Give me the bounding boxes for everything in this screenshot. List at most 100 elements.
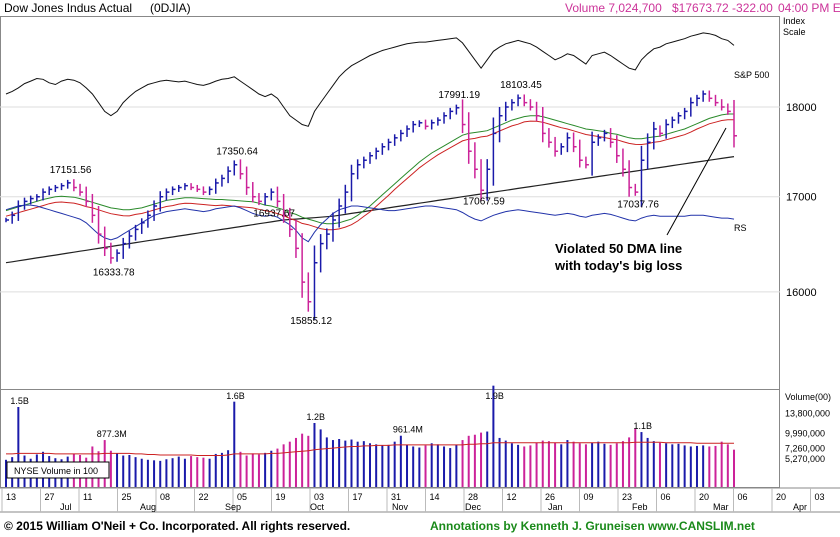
price-bar bbox=[122, 237, 127, 259]
price-bar bbox=[603, 129, 608, 142]
price-bar bbox=[665, 119, 670, 139]
price-bar bbox=[480, 159, 485, 201]
price-bar bbox=[153, 200, 158, 221]
date-label: 17 bbox=[353, 492, 363, 502]
volume-bar bbox=[473, 434, 476, 487]
volume-bar bbox=[356, 441, 359, 487]
volume-bar bbox=[584, 444, 587, 487]
price-bar bbox=[677, 112, 682, 124]
volume-tick-label: 9,990,000 bbox=[785, 429, 825, 439]
price-bar bbox=[177, 184, 182, 192]
price-bar bbox=[208, 186, 213, 196]
volume-bar bbox=[183, 458, 186, 487]
date-label: 09 bbox=[584, 492, 594, 502]
volume-bar bbox=[486, 431, 489, 487]
price-bar bbox=[535, 101, 540, 122]
volume-bar bbox=[504, 440, 507, 487]
price-annotations: 17151.56 16333.78 17350.64 16937.67 15855.12… bbox=[50, 80, 660, 327]
volume-bar bbox=[196, 457, 199, 487]
price-bar bbox=[91, 193, 96, 223]
volume-bar bbox=[257, 454, 260, 487]
volume-ma-line bbox=[6, 441, 734, 456]
price-bar bbox=[566, 132, 571, 153]
volume-bar bbox=[467, 435, 470, 487]
volume-bar bbox=[418, 447, 421, 487]
price-bar bbox=[338, 198, 343, 228]
volume-bar bbox=[239, 451, 242, 487]
price-bar bbox=[17, 200, 22, 221]
price-bar bbox=[332, 212, 336, 242]
volume-bar bbox=[208, 458, 211, 487]
price-bar bbox=[60, 183, 65, 191]
price-bar bbox=[307, 272, 312, 312]
volume-bar bbox=[566, 440, 569, 487]
volume-bar bbox=[134, 457, 137, 487]
volume-bar bbox=[116, 453, 119, 487]
price-bar bbox=[616, 135, 620, 163]
index-scale-label-2: Scale bbox=[783, 27, 806, 37]
indicator-lines bbox=[5, 32, 735, 456]
volume-annotation: 1.2B bbox=[306, 412, 325, 422]
month-label: Jan bbox=[548, 502, 563, 512]
volume-bar bbox=[17, 407, 20, 487]
price-bar bbox=[424, 119, 429, 130]
price-bar bbox=[474, 142, 478, 179]
volume-bar bbox=[591, 442, 594, 487]
price-bar bbox=[720, 99, 725, 111]
volume-bar bbox=[726, 444, 729, 487]
volume-annotation: 1.5B bbox=[10, 396, 29, 406]
volume-tick-label: 13,800,000 bbox=[785, 408, 830, 418]
month-label: Jul bbox=[60, 502, 72, 512]
volume-annotations: 1.5B 877.3M 1.6B 1.2B 961.4M 1.9B 1.1B bbox=[10, 391, 652, 439]
price-bar bbox=[319, 234, 324, 273]
price-bar bbox=[301, 233, 306, 298]
volume-bar bbox=[671, 444, 674, 487]
volume-bar bbox=[603, 443, 606, 487]
volume-bar bbox=[449, 448, 452, 487]
price-bar bbox=[579, 139, 583, 168]
volume-bar bbox=[461, 440, 464, 487]
price-bars bbox=[5, 90, 737, 320]
price-bar bbox=[443, 112, 448, 124]
volume-bar bbox=[362, 441, 365, 487]
date-label: 28 bbox=[468, 492, 478, 502]
volume-bar bbox=[529, 445, 532, 487]
price-bar bbox=[591, 131, 596, 176]
nyse-volume-box bbox=[6, 461, 110, 479]
volume-bar bbox=[523, 446, 526, 487]
price-bar bbox=[23, 197, 28, 210]
price-tick-label: 16000 bbox=[786, 287, 817, 299]
price-bar bbox=[252, 182, 256, 203]
price-annotation: 17067.59 bbox=[463, 197, 505, 208]
date-label: 05 bbox=[237, 492, 247, 502]
price-bar bbox=[276, 186, 281, 207]
volume-bar bbox=[399, 435, 402, 487]
price-annotation: 16937.67 bbox=[253, 209, 295, 220]
price-bar bbox=[11, 211, 16, 224]
price-bar bbox=[381, 143, 386, 155]
header-volume: Volume 7,024,700 bbox=[565, 1, 662, 15]
price-bar bbox=[554, 136, 559, 157]
price-bar bbox=[221, 174, 225, 187]
date-label: 13 bbox=[6, 492, 16, 502]
price-bar bbox=[289, 207, 293, 237]
price-bar bbox=[147, 210, 151, 228]
price-bar bbox=[449, 107, 454, 120]
price-bar bbox=[85, 186, 90, 207]
price-bar bbox=[412, 121, 417, 133]
volume-bar bbox=[171, 458, 174, 487]
price-bar bbox=[313, 245, 318, 320]
volume-bar bbox=[325, 437, 328, 487]
volume-bar bbox=[319, 429, 322, 487]
volume-bar bbox=[313, 423, 316, 487]
volume-bar bbox=[578, 443, 581, 487]
month-label: Sep bbox=[225, 502, 241, 512]
price-annotation: 18103.45 bbox=[500, 80, 542, 91]
price-bar bbox=[708, 90, 713, 102]
price-annotation: 17037.76 bbox=[617, 199, 659, 210]
price-bar bbox=[103, 226, 108, 257]
price-bar bbox=[653, 121, 657, 150]
volume-bar bbox=[652, 441, 655, 487]
price-bar bbox=[36, 194, 40, 202]
